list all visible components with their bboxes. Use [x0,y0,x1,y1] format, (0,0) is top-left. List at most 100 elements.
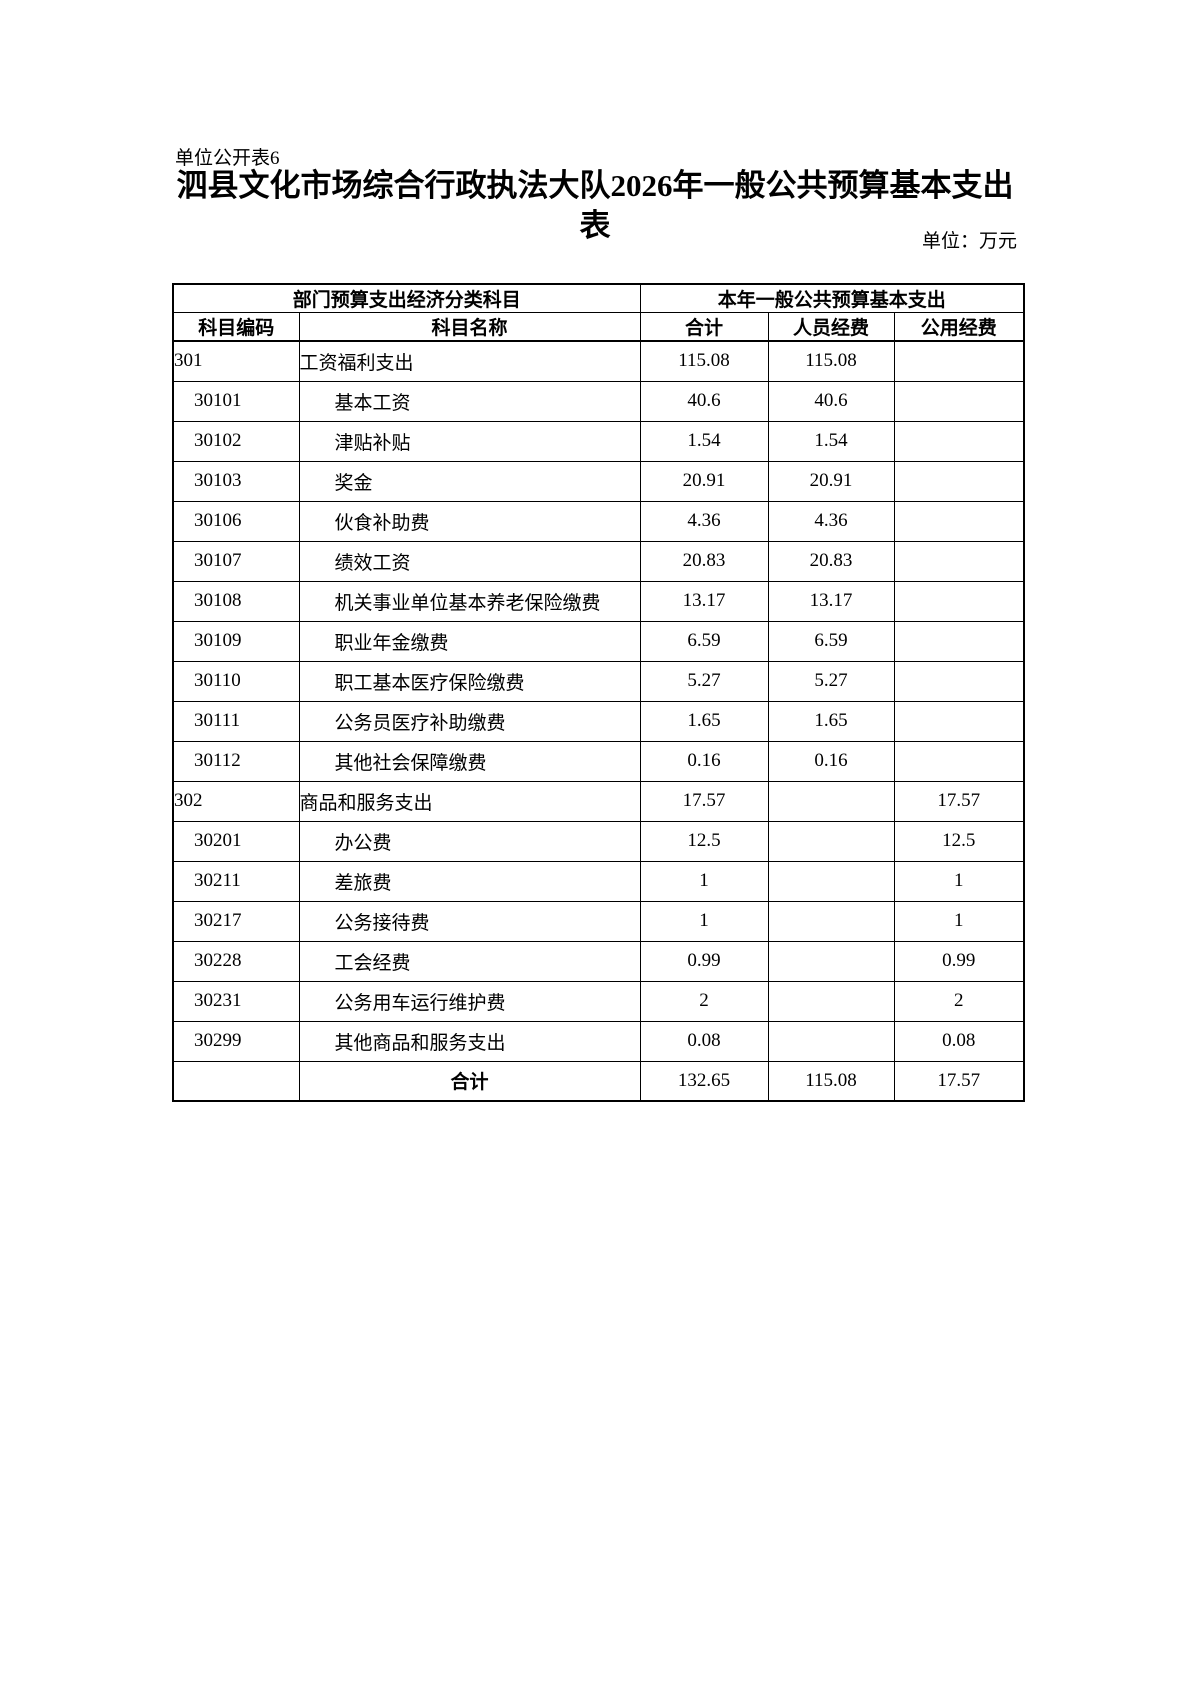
table-row: 301 工资福利支出 115.08 115.08 [172,340,1025,382]
column-header-code: 科目编码 [172,312,300,342]
footer-public: 17.57 [893,1060,1025,1102]
cell-total: 12.5 [639,820,769,862]
cell-subject-name: 津贴补贴 [298,420,641,462]
table-row: 30231 公务用车运行维护费 2 2 [172,980,1025,1022]
cell-total: 2 [639,980,769,1022]
cell-subject-code: 30103 [172,460,300,502]
cell-total: 1.54 [639,420,769,462]
cell-subject-name: 公务员医疗补助缴费 [298,700,641,742]
cell-public [893,620,1025,662]
cell-subject-code: 30299 [172,1020,300,1062]
cell-public: 17.57 [893,780,1025,822]
cell-subject-code: 30228 [172,940,300,982]
cell-total: 20.83 [639,540,769,582]
cell-personnel: 20.83 [767,540,895,582]
cell-subject-code: 30106 [172,500,300,542]
cell-total: 115.08 [639,340,769,382]
table-body: 301 工资福利支出 115.08 115.08 30101 基本工资 40.6… [172,340,1025,1062]
table-row: 30109 职业年金缴费 6.59 6.59 [172,620,1025,662]
header-group-left: 部门预算支出经济分类科目 [172,283,641,313]
cell-public [893,660,1025,702]
footer-empty-code-cell [172,1060,300,1102]
cell-subject-code: 30217 [172,900,300,942]
table-row: 30101 基本工资 40.6 40.6 [172,380,1025,422]
cell-total: 0.16 [639,740,769,782]
cell-total: 20.91 [639,460,769,502]
table-row: 30299 其他商品和服务支出 0.08 0.08 [172,1020,1025,1062]
footer-label: 合计 [298,1060,641,1102]
budget-table: 部门预算支出经济分类科目 本年一般公共预算基本支出 科目编码 科目名称 合计 人… [172,283,1026,1102]
cell-personnel [767,780,895,822]
cell-personnel: 40.6 [767,380,895,422]
cell-subject-code: 30102 [172,420,300,462]
cell-public [893,340,1025,382]
cell-subject-name: 机关事业单位基本养老保险缴费 [298,580,641,622]
cell-public [893,700,1025,742]
cell-personnel: 13.17 [767,580,895,622]
cell-public [893,740,1025,782]
cell-total: 4.36 [639,500,769,542]
cell-personnel [767,980,895,1022]
column-header-personnel: 人员经费 [767,312,895,342]
cell-personnel [767,1020,895,1062]
cell-subject-name: 商品和服务支出 [298,780,641,822]
unit-note: 单位：万元 [921,231,1017,252]
cell-subject-name: 其他商品和服务支出 [298,1020,641,1062]
cell-total: 6.59 [639,620,769,662]
table-row: 30107 绩效工资 20.83 20.83 [172,540,1025,582]
cell-personnel: 4.36 [767,500,895,542]
cell-personnel [767,820,895,862]
page-title: 泗县文化市场综合行政执法大队2026年一般公共预算基本支出表 [176,168,1014,243]
header-group-row: 部门预算支出经济分类科目 本年一般公共预算基本支出 [172,283,1025,313]
table-row: 30110 职工基本医疗保险缴费 5.27 5.27 [172,660,1025,702]
table-row: 30102 津贴补贴 1.54 1.54 [172,420,1025,462]
footer-total: 132.65 [639,1060,769,1102]
cell-subject-code: 30112 [172,740,300,782]
table-row: 30111 公务员医疗补助缴费 1.65 1.65 [172,700,1025,742]
cell-subject-code: 30111 [172,700,300,742]
footer-personnel: 115.08 [767,1060,895,1102]
cell-subject-name: 公务用车运行维护费 [298,980,641,1022]
cell-public [893,380,1025,422]
cell-public: 1 [893,860,1025,902]
cell-subject-code: 30231 [172,980,300,1022]
cell-total: 0.08 [639,1020,769,1062]
cell-public [893,460,1025,502]
cell-subject-name: 伙食补助费 [298,500,641,542]
cell-subject-code: 301 [172,340,300,382]
table-row: 302 商品和服务支出 17.57 17.57 [172,780,1025,822]
cell-personnel [767,860,895,902]
cell-public [893,420,1025,462]
cell-total: 40.6 [639,380,769,422]
cell-total: 1.65 [639,700,769,742]
table-row: 30228 工会经费 0.99 0.99 [172,940,1025,982]
cell-personnel [767,940,895,982]
cell-personnel: 1.54 [767,420,895,462]
header-group-right: 本年一般公共预算基本支出 [639,283,1025,313]
cell-personnel: 1.65 [767,700,895,742]
cell-subject-name: 基本工资 [298,380,641,422]
cell-total: 0.99 [639,940,769,982]
cell-subject-code: 30107 [172,540,300,582]
form-label: 单位公开表6 [175,148,280,169]
cell-personnel: 5.27 [767,660,895,702]
table-footer: 合计 132.65 115.08 17.57 [172,1060,1025,1102]
cell-subject-name: 其他社会保障缴费 [298,740,641,782]
header-columns-row: 科目编码 科目名称 合计 人员经费 公用经费 [172,312,1025,342]
table-row: 30217 公务接待费 1 1 [172,900,1025,942]
table-row: 30201 办公费 12.5 12.5 [172,820,1025,862]
cell-total: 17.57 [639,780,769,822]
cell-personnel: 20.91 [767,460,895,502]
cell-subject-name: 奖金 [298,460,641,502]
column-header-total: 合计 [639,312,769,342]
cell-personnel: 0.16 [767,740,895,782]
cell-subject-name: 公务接待费 [298,900,641,942]
cell-subject-code: 30108 [172,580,300,622]
cell-subject-code: 30211 [172,860,300,902]
column-header-name: 科目名称 [298,312,641,342]
cell-personnel: 115.08 [767,340,895,382]
cell-public: 0.08 [893,1020,1025,1062]
cell-public: 0.99 [893,940,1025,982]
cell-total: 1 [639,860,769,902]
